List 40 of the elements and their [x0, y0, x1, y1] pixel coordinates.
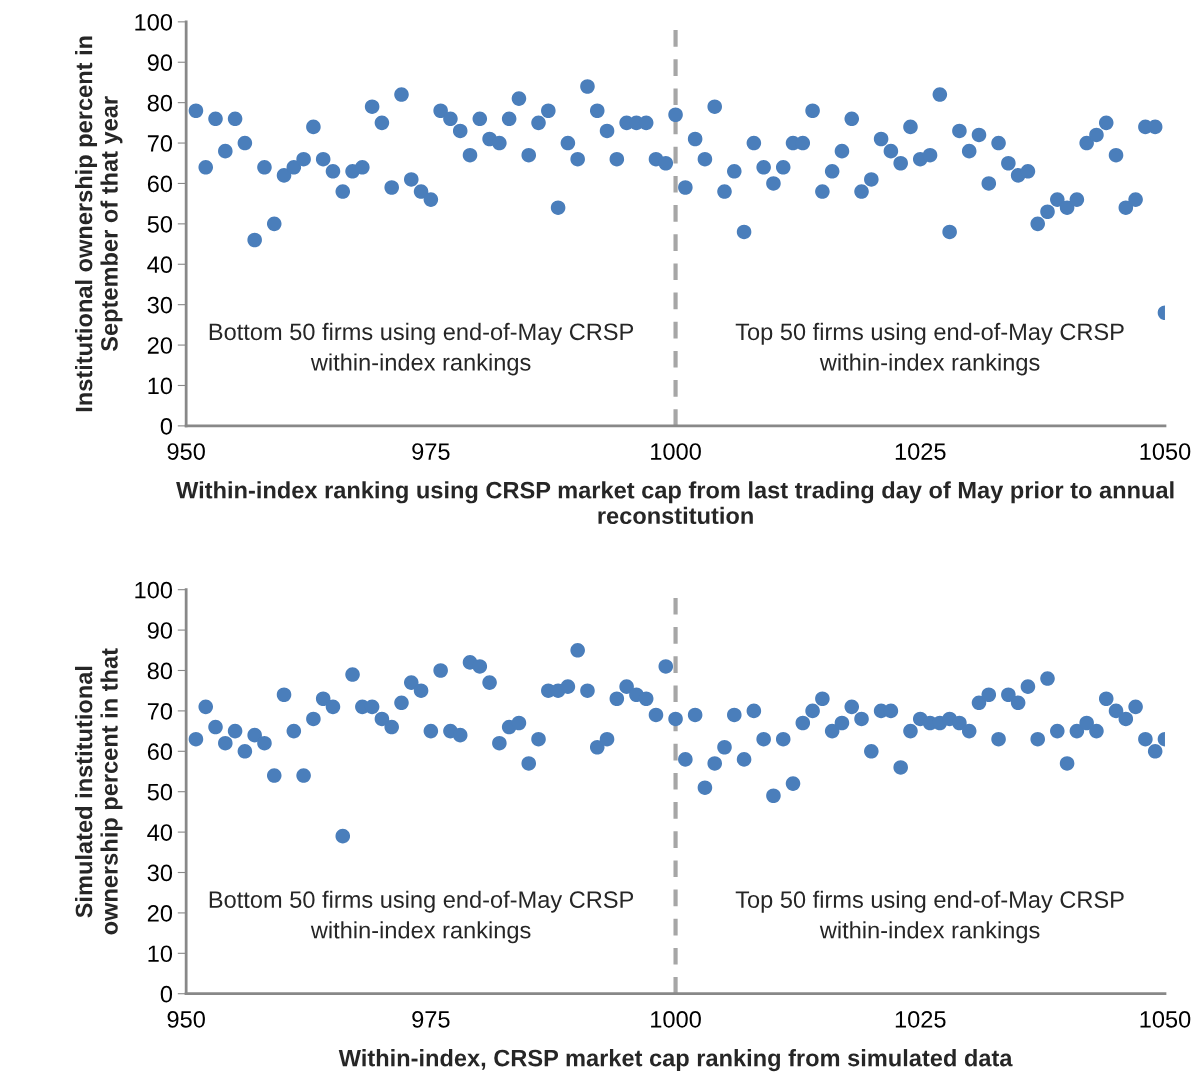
y-axis-title: Simulated institutional ownership percent in that [75, 648, 123, 935]
y-tick-label: 30 [147, 864, 173, 882]
x-tick-label: 975 [412, 1011, 450, 1028]
y-tick-label: 0 [160, 417, 173, 435]
y-tick-label: 80 [147, 94, 173, 112]
annotation: Top 50 firms using end-of-May CRSP within-index rankings [735, 322, 1124, 376]
y-tick-label: 60 [147, 175, 173, 193]
x-tick-label: 1050 [1140, 1011, 1191, 1028]
y-tick-label: 70 [147, 135, 173, 152]
y-tick-label: 90 [147, 622, 173, 639]
annotation: Bottom 50 firms using end-of-May CRSP within-index rankings [209, 890, 634, 944]
x-tick-label: 1025 [895, 1011, 946, 1028]
y-tick-label: 80 [147, 662, 173, 680]
x-axis-title: Within-index, CRSP market cap ranking from simulated data [338, 1049, 1013, 1072]
y-tick-label: 70 [147, 702, 173, 720]
x-tick-label: 1000 [651, 443, 701, 460]
y-tick-label: 100 [135, 13, 173, 31]
x-tick-label: 975 [412, 443, 450, 460]
y-tick-label: 20 [147, 904, 173, 922]
y-tick-label: 100 [135, 581, 173, 599]
y-tick-label: 50 [147, 215, 173, 233]
x-axis-title: Within-index ranking using CRSP market cap from last trading day of May prior to annual reconstitution [176, 481, 1174, 525]
annotation: Bottom 50 firms using end-of-May CRSP within-index rankings [209, 322, 634, 376]
y-tick-label: 40 [147, 256, 173, 274]
x-tick-label: 950 [167, 443, 205, 460]
y-tick-label: 90 [147, 54, 173, 72]
y-tick-label: 30 [147, 296, 173, 314]
y-tick-label: 50 [147, 783, 173, 801]
y-tick-label: 20 [147, 337, 173, 354]
x-tick-label: 1050 [1140, 443, 1191, 460]
x-tick-label: 1000 [651, 1011, 701, 1028]
x-tick-label: 1025 [895, 443, 946, 460]
y-tick-label: 40 [147, 824, 173, 841]
y-tick-label: 60 [147, 743, 173, 761]
annotation: Top 50 firms using end-of-May CRSP within-index rankings [735, 890, 1124, 944]
y-tick-label: 10 [148, 945, 173, 963]
y-axis-title: Institutional ownership percent in September of that year [75, 36, 123, 412]
y-tick-label: 10 [148, 377, 173, 395]
y-tick-label: 0 [160, 985, 173, 1003]
x-tick-label: 950 [167, 1011, 205, 1028]
